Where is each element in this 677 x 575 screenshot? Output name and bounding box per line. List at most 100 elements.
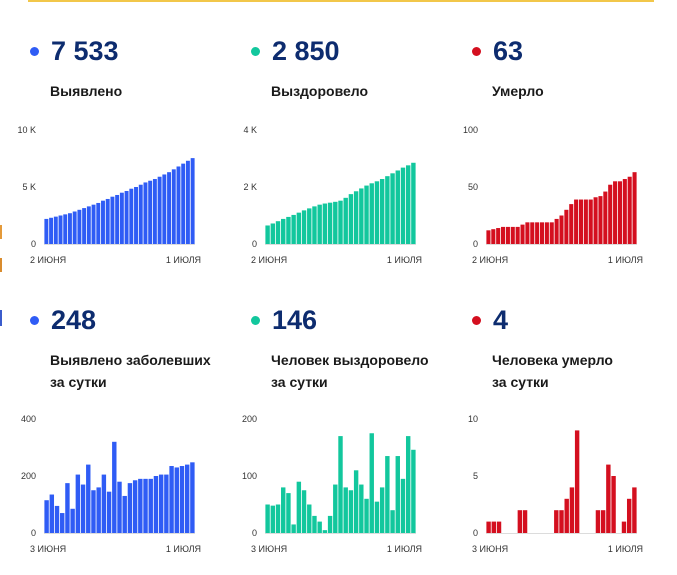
bar	[348, 194, 354, 245]
bar	[110, 196, 115, 244]
stat-value: 4	[493, 304, 509, 335]
bar	[44, 218, 49, 244]
y-tick-label: 0	[252, 239, 257, 249]
bar	[91, 490, 96, 533]
bar	[353, 470, 359, 533]
stat-label-line: за сутки	[271, 374, 328, 390]
bar	[301, 210, 307, 244]
y-tick-label: 10	[468, 414, 478, 424]
bar	[58, 215, 63, 244]
bar	[564, 209, 569, 244]
bar	[117, 481, 122, 533]
bar	[301, 490, 307, 533]
bar	[152, 179, 157, 244]
bar	[134, 187, 138, 244]
bar	[101, 200, 105, 244]
bar	[496, 521, 502, 533]
bar	[281, 487, 286, 533]
bar	[405, 436, 411, 533]
bar	[539, 222, 545, 244]
bar	[101, 474, 107, 533]
bar	[359, 188, 364, 244]
bar	[270, 505, 276, 533]
bar	[374, 181, 380, 244]
bar	[491, 521, 497, 533]
bar	[369, 183, 374, 244]
stat-label-line: Выявлено заболевших	[50, 352, 211, 368]
stat-value: 63	[493, 35, 524, 66]
bar	[80, 484, 86, 533]
bar	[395, 170, 400, 244]
bar	[322, 203, 328, 244]
bar	[395, 456, 400, 533]
bar	[190, 158, 195, 244]
bar	[364, 498, 369, 533]
bar	[181, 163, 186, 244]
stat-row: 7 533	[28, 34, 119, 68]
stat-label: Выявлено	[50, 80, 122, 102]
bar	[621, 521, 627, 533]
bar	[44, 500, 49, 533]
bar	[275, 504, 281, 533]
bar	[554, 510, 559, 533]
bar	[171, 169, 176, 244]
bar	[143, 182, 148, 244]
stat-value: 248	[51, 304, 97, 335]
bar	[603, 191, 608, 244]
bar	[63, 214, 68, 244]
stat-value: 7 533	[51, 35, 119, 66]
x-tick-label-start: 3 ИЮНЯ	[472, 544, 508, 554]
bar	[286, 216, 291, 244]
bar	[598, 196, 603, 244]
bar	[169, 466, 174, 533]
bar	[501, 226, 506, 244]
bar	[96, 202, 101, 244]
bar	[75, 474, 81, 533]
bar	[333, 201, 338, 244]
bar	[608, 184, 613, 244]
bar	[86, 464, 91, 533]
bar	[338, 200, 343, 244]
stat-label-line: Умерло	[492, 83, 544, 99]
bar	[185, 160, 190, 244]
bar	[176, 166, 181, 244]
bar	[72, 211, 77, 244]
bar	[129, 188, 134, 244]
stat-label-line: Человека умерло	[492, 352, 613, 368]
bar	[554, 218, 559, 244]
bar	[119, 192, 124, 244]
bar	[588, 199, 593, 244]
bar	[486, 230, 491, 244]
bar	[385, 456, 390, 533]
stat-label: Человека умерло за сутки	[492, 349, 613, 393]
bar	[153, 476, 159, 533]
series-dot-icon	[472, 315, 481, 325]
bar	[517, 510, 523, 533]
x-tick-label-start: 2 ИЮНЯ	[472, 255, 508, 265]
stat-label: Умерло	[492, 80, 544, 102]
y-tick-label: 5 K	[22, 182, 36, 192]
stat-label-line: за сутки	[50, 374, 107, 390]
bar	[106, 491, 112, 533]
stat-row: 248	[28, 303, 96, 337]
bar	[544, 222, 549, 244]
x-tick-label-start: 2 ИЮНЯ	[30, 255, 66, 265]
bar	[400, 478, 406, 533]
bar	[359, 484, 364, 533]
edge-marker	[0, 258, 2, 272]
series-dot-icon	[251, 46, 260, 56]
x-tick-label-start: 2 ИЮНЯ	[251, 255, 287, 265]
chart-detected-daily: 0 200 400 3 ИЮНЯ 1 ИЮЛЯ	[21, 414, 201, 554]
bar	[578, 199, 584, 244]
bar	[265, 504, 270, 533]
bar	[86, 206, 91, 244]
bar	[296, 212, 302, 244]
bar	[535, 222, 540, 244]
bar	[122, 495, 127, 533]
edge-marker	[0, 225, 2, 239]
bar	[70, 508, 75, 533]
series-dot-icon	[30, 315, 39, 325]
bar	[112, 441, 117, 533]
x-tick-label-start: 3 ИЮНЯ	[251, 544, 287, 554]
chart-died: 0 50 100 2 ИЮНЯ 1 ИЮЛЯ	[463, 125, 643, 265]
